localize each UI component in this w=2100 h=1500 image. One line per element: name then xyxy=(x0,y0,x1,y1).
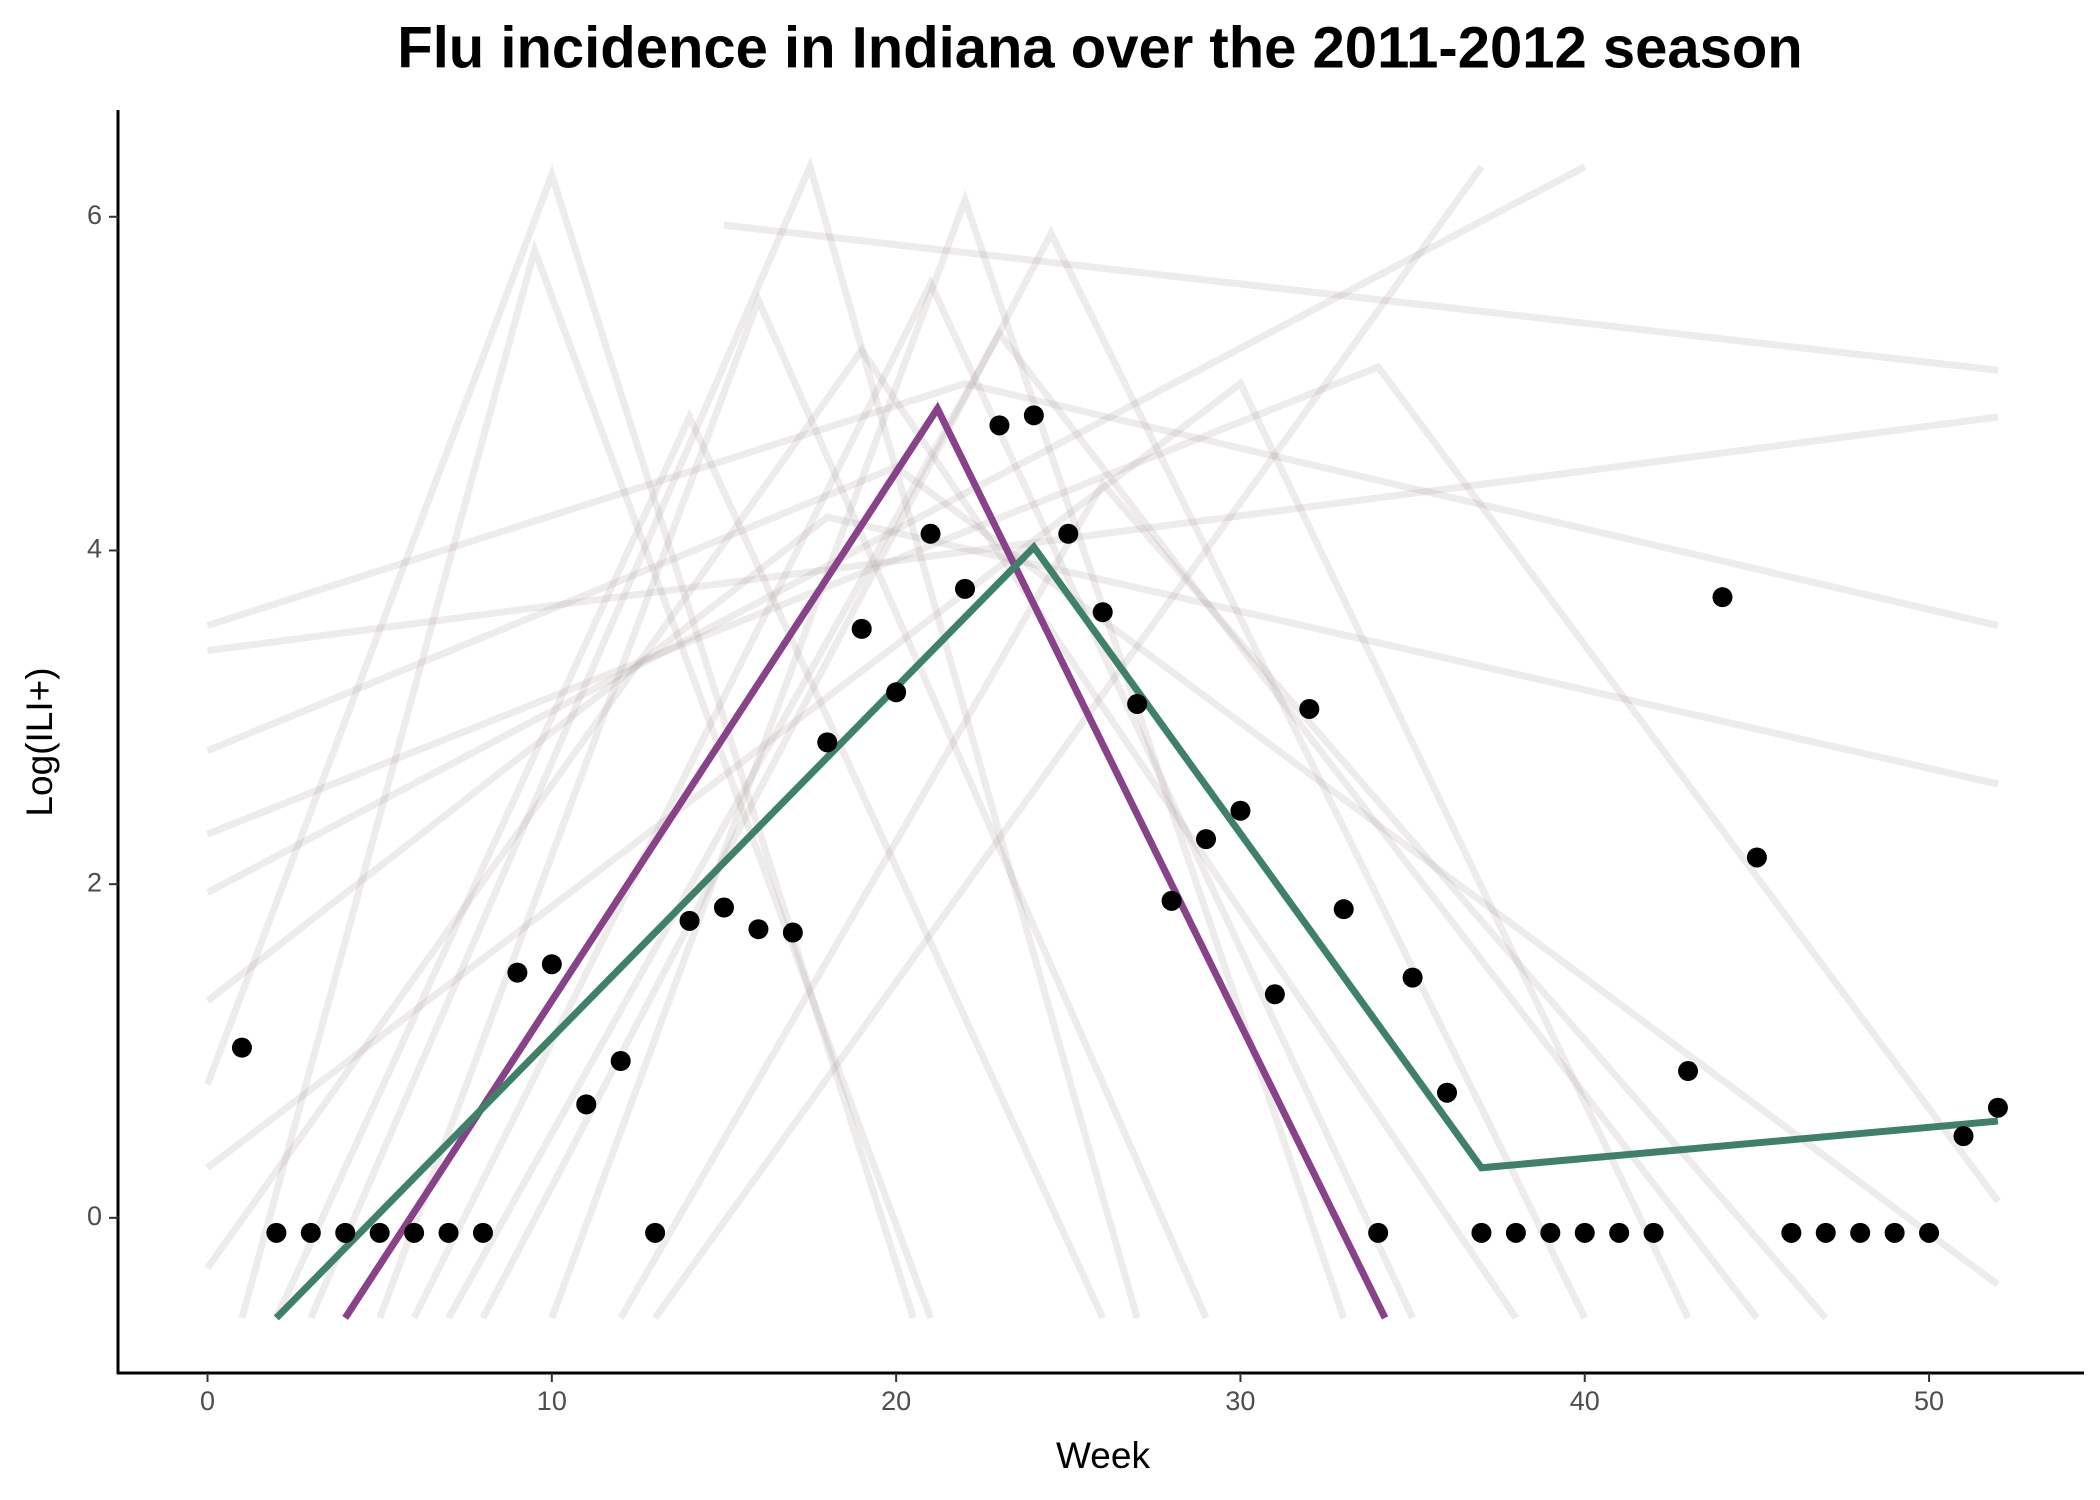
trajectory-line xyxy=(479,225,1588,1320)
y-axis-title: Log(ILI+) xyxy=(19,667,60,816)
trajectory-line xyxy=(205,378,1692,1320)
data-point xyxy=(472,1222,493,1243)
data-point xyxy=(1919,1222,1940,1243)
fit-line xyxy=(273,541,1999,1321)
trajectory-line xyxy=(548,189,1348,1320)
data-point xyxy=(679,910,700,931)
data-point xyxy=(886,682,907,703)
data-point xyxy=(954,578,975,599)
data-point xyxy=(851,618,872,639)
data-point xyxy=(713,897,734,918)
data-point xyxy=(1368,1222,1389,1243)
data-point xyxy=(576,1094,597,1115)
trajectory-line xyxy=(205,513,1999,1004)
data-point xyxy=(438,1222,459,1243)
data-point xyxy=(817,732,838,753)
data-point xyxy=(231,1037,252,1058)
data-point xyxy=(1643,1222,1664,1243)
data-point xyxy=(1953,1126,1974,1147)
data-point xyxy=(335,1222,356,1243)
data-point xyxy=(1264,984,1285,1005)
data-point xyxy=(1471,1222,1492,1243)
fit-line xyxy=(342,401,1389,1320)
data-point xyxy=(1505,1222,1526,1243)
data-point xyxy=(1987,1097,2008,1118)
data-point xyxy=(1058,523,1079,544)
trajectories xyxy=(204,156,2001,1321)
trajectory-line xyxy=(410,275,1416,1320)
x-tick-label: 0 xyxy=(200,1386,215,1416)
trajectory-line xyxy=(376,290,1210,1320)
data-point xyxy=(266,1222,287,1243)
data-point xyxy=(1437,1082,1458,1103)
data-point xyxy=(1161,890,1182,911)
y-tick-label: 0 xyxy=(87,1201,102,1231)
data-point xyxy=(1230,800,1251,821)
trajectory-line xyxy=(206,362,2001,1204)
trajectory-line xyxy=(204,344,1519,1320)
data-point xyxy=(1196,829,1217,850)
data-point xyxy=(300,1222,321,1243)
chart-title: Flu incidence in Indiana over the 2011-2… xyxy=(397,15,1802,80)
data-point xyxy=(1746,847,1767,868)
y-tick-label: 6 xyxy=(87,200,102,230)
data-point xyxy=(1023,405,1044,426)
data-point xyxy=(645,1222,666,1243)
data-point xyxy=(748,919,769,940)
data-point xyxy=(1127,693,1148,714)
data-point xyxy=(610,1051,631,1072)
data-point xyxy=(1402,967,1423,988)
trajectory-line xyxy=(652,164,1485,1320)
trajectory-line xyxy=(445,327,1760,1321)
y-tick-label: 2 xyxy=(87,867,102,897)
x-tick-label: 20 xyxy=(881,1386,911,1416)
x-tick-label: 10 xyxy=(537,1386,567,1416)
data-point xyxy=(1678,1061,1699,1082)
data-point xyxy=(1299,698,1320,719)
plot xyxy=(231,401,2008,1321)
data-point xyxy=(782,922,803,943)
trajectory-line xyxy=(205,163,1587,896)
data-point xyxy=(1092,602,1113,623)
data-point xyxy=(1781,1222,1802,1243)
x-axis-title: Week xyxy=(1056,1435,1150,1476)
data-point xyxy=(1333,899,1354,920)
trajectory-line xyxy=(273,408,1106,1320)
data-point xyxy=(404,1222,425,1243)
trajectory-line xyxy=(206,379,1999,629)
trajectory-line xyxy=(723,221,1999,374)
data-point xyxy=(1712,587,1733,608)
data-point xyxy=(1850,1222,1871,1243)
trajectory-line xyxy=(307,156,1141,1320)
data-point xyxy=(920,523,941,544)
data-point xyxy=(1884,1222,1905,1243)
trajectory-line xyxy=(238,238,934,1320)
y-tick-label: 4 xyxy=(87,534,102,564)
data-point xyxy=(541,954,562,975)
x-tick-label: 40 xyxy=(1570,1386,1600,1416)
data-point xyxy=(369,1222,390,1243)
x-tick-label: 50 xyxy=(1914,1386,1944,1416)
data-point xyxy=(507,962,528,983)
data-point xyxy=(1540,1222,1561,1243)
data-point xyxy=(1815,1222,1836,1243)
x-tick-label: 30 xyxy=(1225,1386,1255,1416)
data-point xyxy=(1609,1222,1630,1243)
data-point xyxy=(989,415,1010,436)
trajectory-line xyxy=(207,413,1999,655)
trajectory-line xyxy=(617,477,1829,1321)
data-point xyxy=(1574,1222,1595,1243)
